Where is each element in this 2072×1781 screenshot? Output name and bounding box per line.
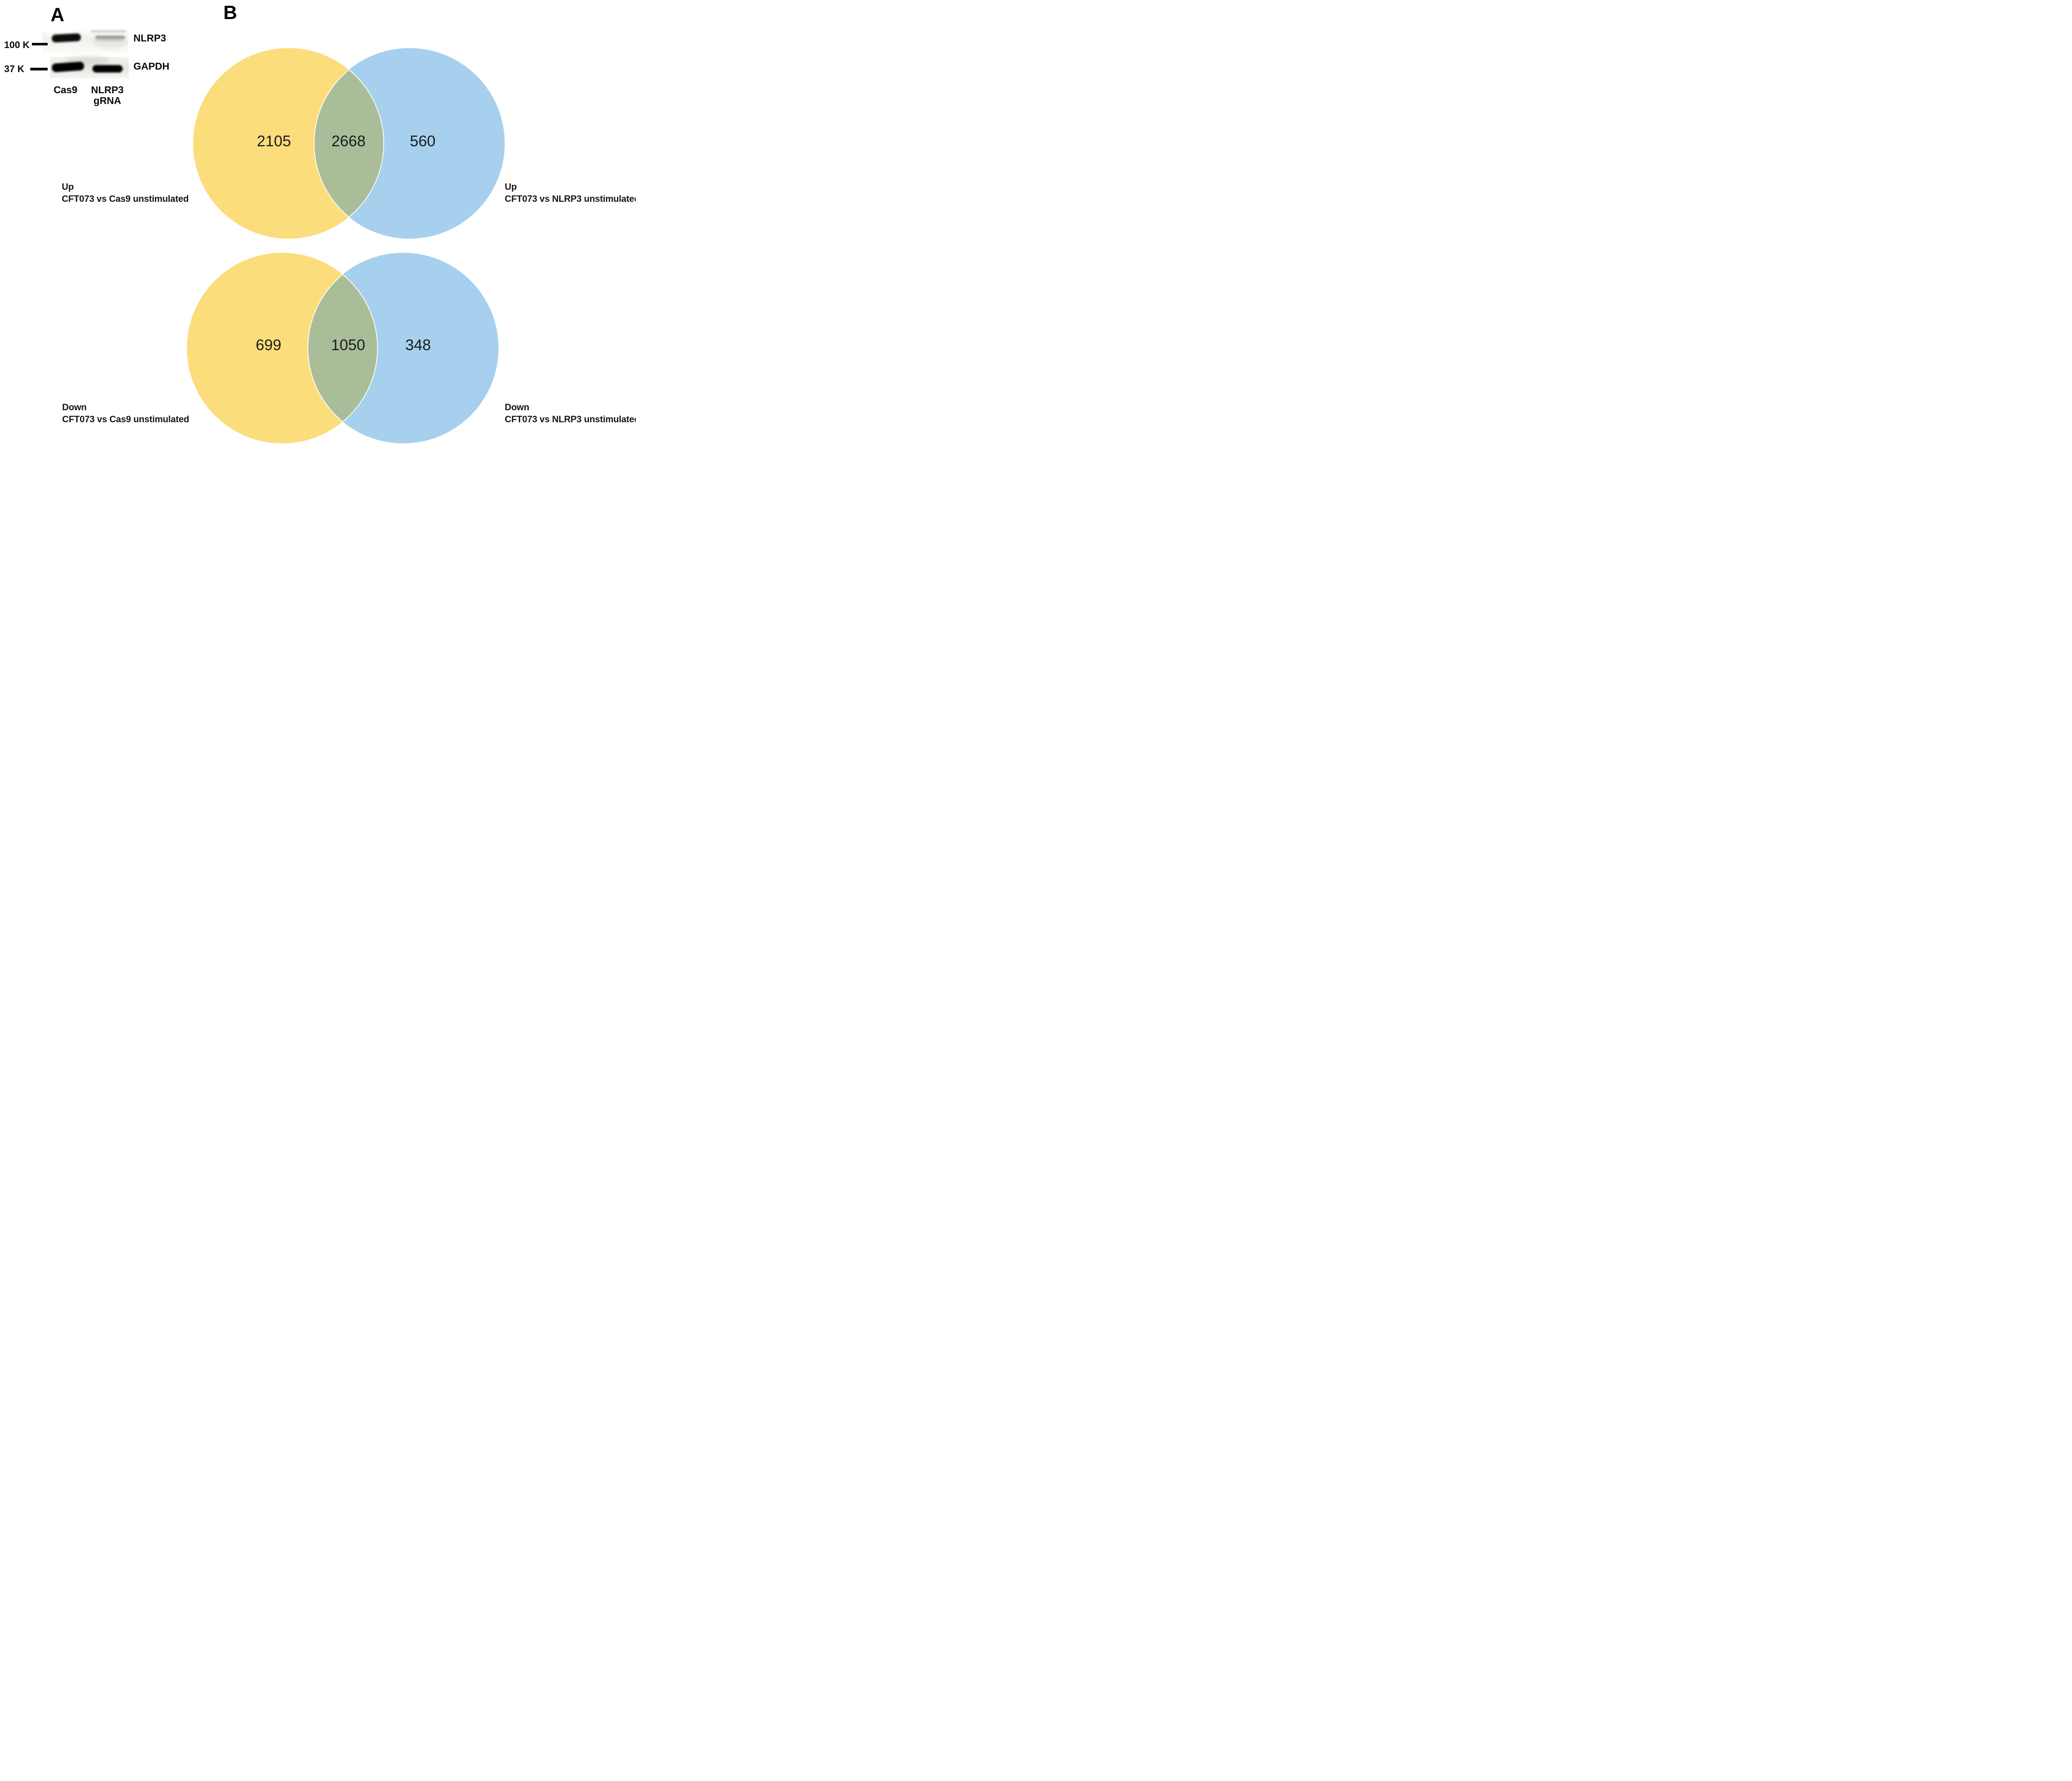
venn-down-left-label-line2: CFT073 vs Cas9 unstimulated [62, 414, 189, 424]
blot-label-nlrp3: NLRP3 [133, 33, 166, 44]
venn-down-overlap-count: 1050 [331, 336, 366, 353]
marker-label-37k: 37 K [4, 63, 24, 74]
western-blot-image [30, 30, 129, 78]
venn-up-left-label-line2: CFT073 vs Cas9 unstimulated [62, 194, 189, 204]
marker-label-100k: 100 K [4, 39, 30, 50]
venn-up-right-label-line1: Up [505, 181, 517, 192]
venn-up-right-label-line2: CFT073 vs NLRP3 unstimulated [505, 194, 636, 204]
blot-label-gapdh: GAPDH [133, 61, 169, 72]
nlrp3-band-grna [95, 36, 125, 39]
venn-down-right-label-line1: Down [505, 402, 530, 412]
lane-label-cas9: Cas9 [53, 85, 77, 96]
marker-dash-100k [32, 43, 48, 46]
venn-up-overlap-region [314, 69, 384, 218]
blot-top-smear [91, 30, 126, 32]
venn-down-diagram [187, 253, 499, 443]
venn-up-right-label: Up CFT073 vs NLRP3 unstimulated [505, 181, 636, 205]
venn-down-right-label-line2: CFT073 vs NLRP3 unstimulated [505, 414, 636, 424]
venn-down-right-label: Down CFT073 vs NLRP3 unstimulated [505, 401, 636, 425]
venn-up-overlap-count: 2668 [331, 133, 366, 150]
venn-up-left-label-line1: Up [62, 181, 74, 192]
venn-up-left-label: Up CFT073 vs Cas9 unstimulated [62, 181, 189, 205]
nlrp3-band-grna-shadow [96, 39, 123, 41]
lane-label-nlrp3-line2: gRNA [93, 95, 121, 107]
marker-dash-37k [30, 68, 48, 70]
venn-down-left-count: 699 [256, 336, 281, 353]
venn-down-left-label: Down CFT073 vs Cas9 unstimulated [62, 401, 189, 425]
lane-label-nlrp3-line1: NLRP3 [91, 85, 124, 96]
figure: A [0, 0, 636, 445]
venn-up-right-count: 560 [410, 133, 436, 150]
venn-down-left-label-line1: Down [62, 402, 87, 412]
gapdh-band-grna [92, 65, 123, 73]
panel-a-label: A [51, 4, 65, 25]
venn-up-left-count: 2105 [257, 133, 291, 150]
venn-down-right-count: 348 [405, 336, 431, 353]
venn-up-diagram [193, 48, 505, 239]
nlrp3-band-cas9 [52, 33, 81, 43]
lane-label-nlrp3-grna: NLRP3 gRNA [86, 85, 129, 107]
gapdh-band-cas9 [52, 61, 84, 73]
panel-b-label: B [223, 2, 237, 23]
venn-down-overlap-region [307, 274, 378, 422]
